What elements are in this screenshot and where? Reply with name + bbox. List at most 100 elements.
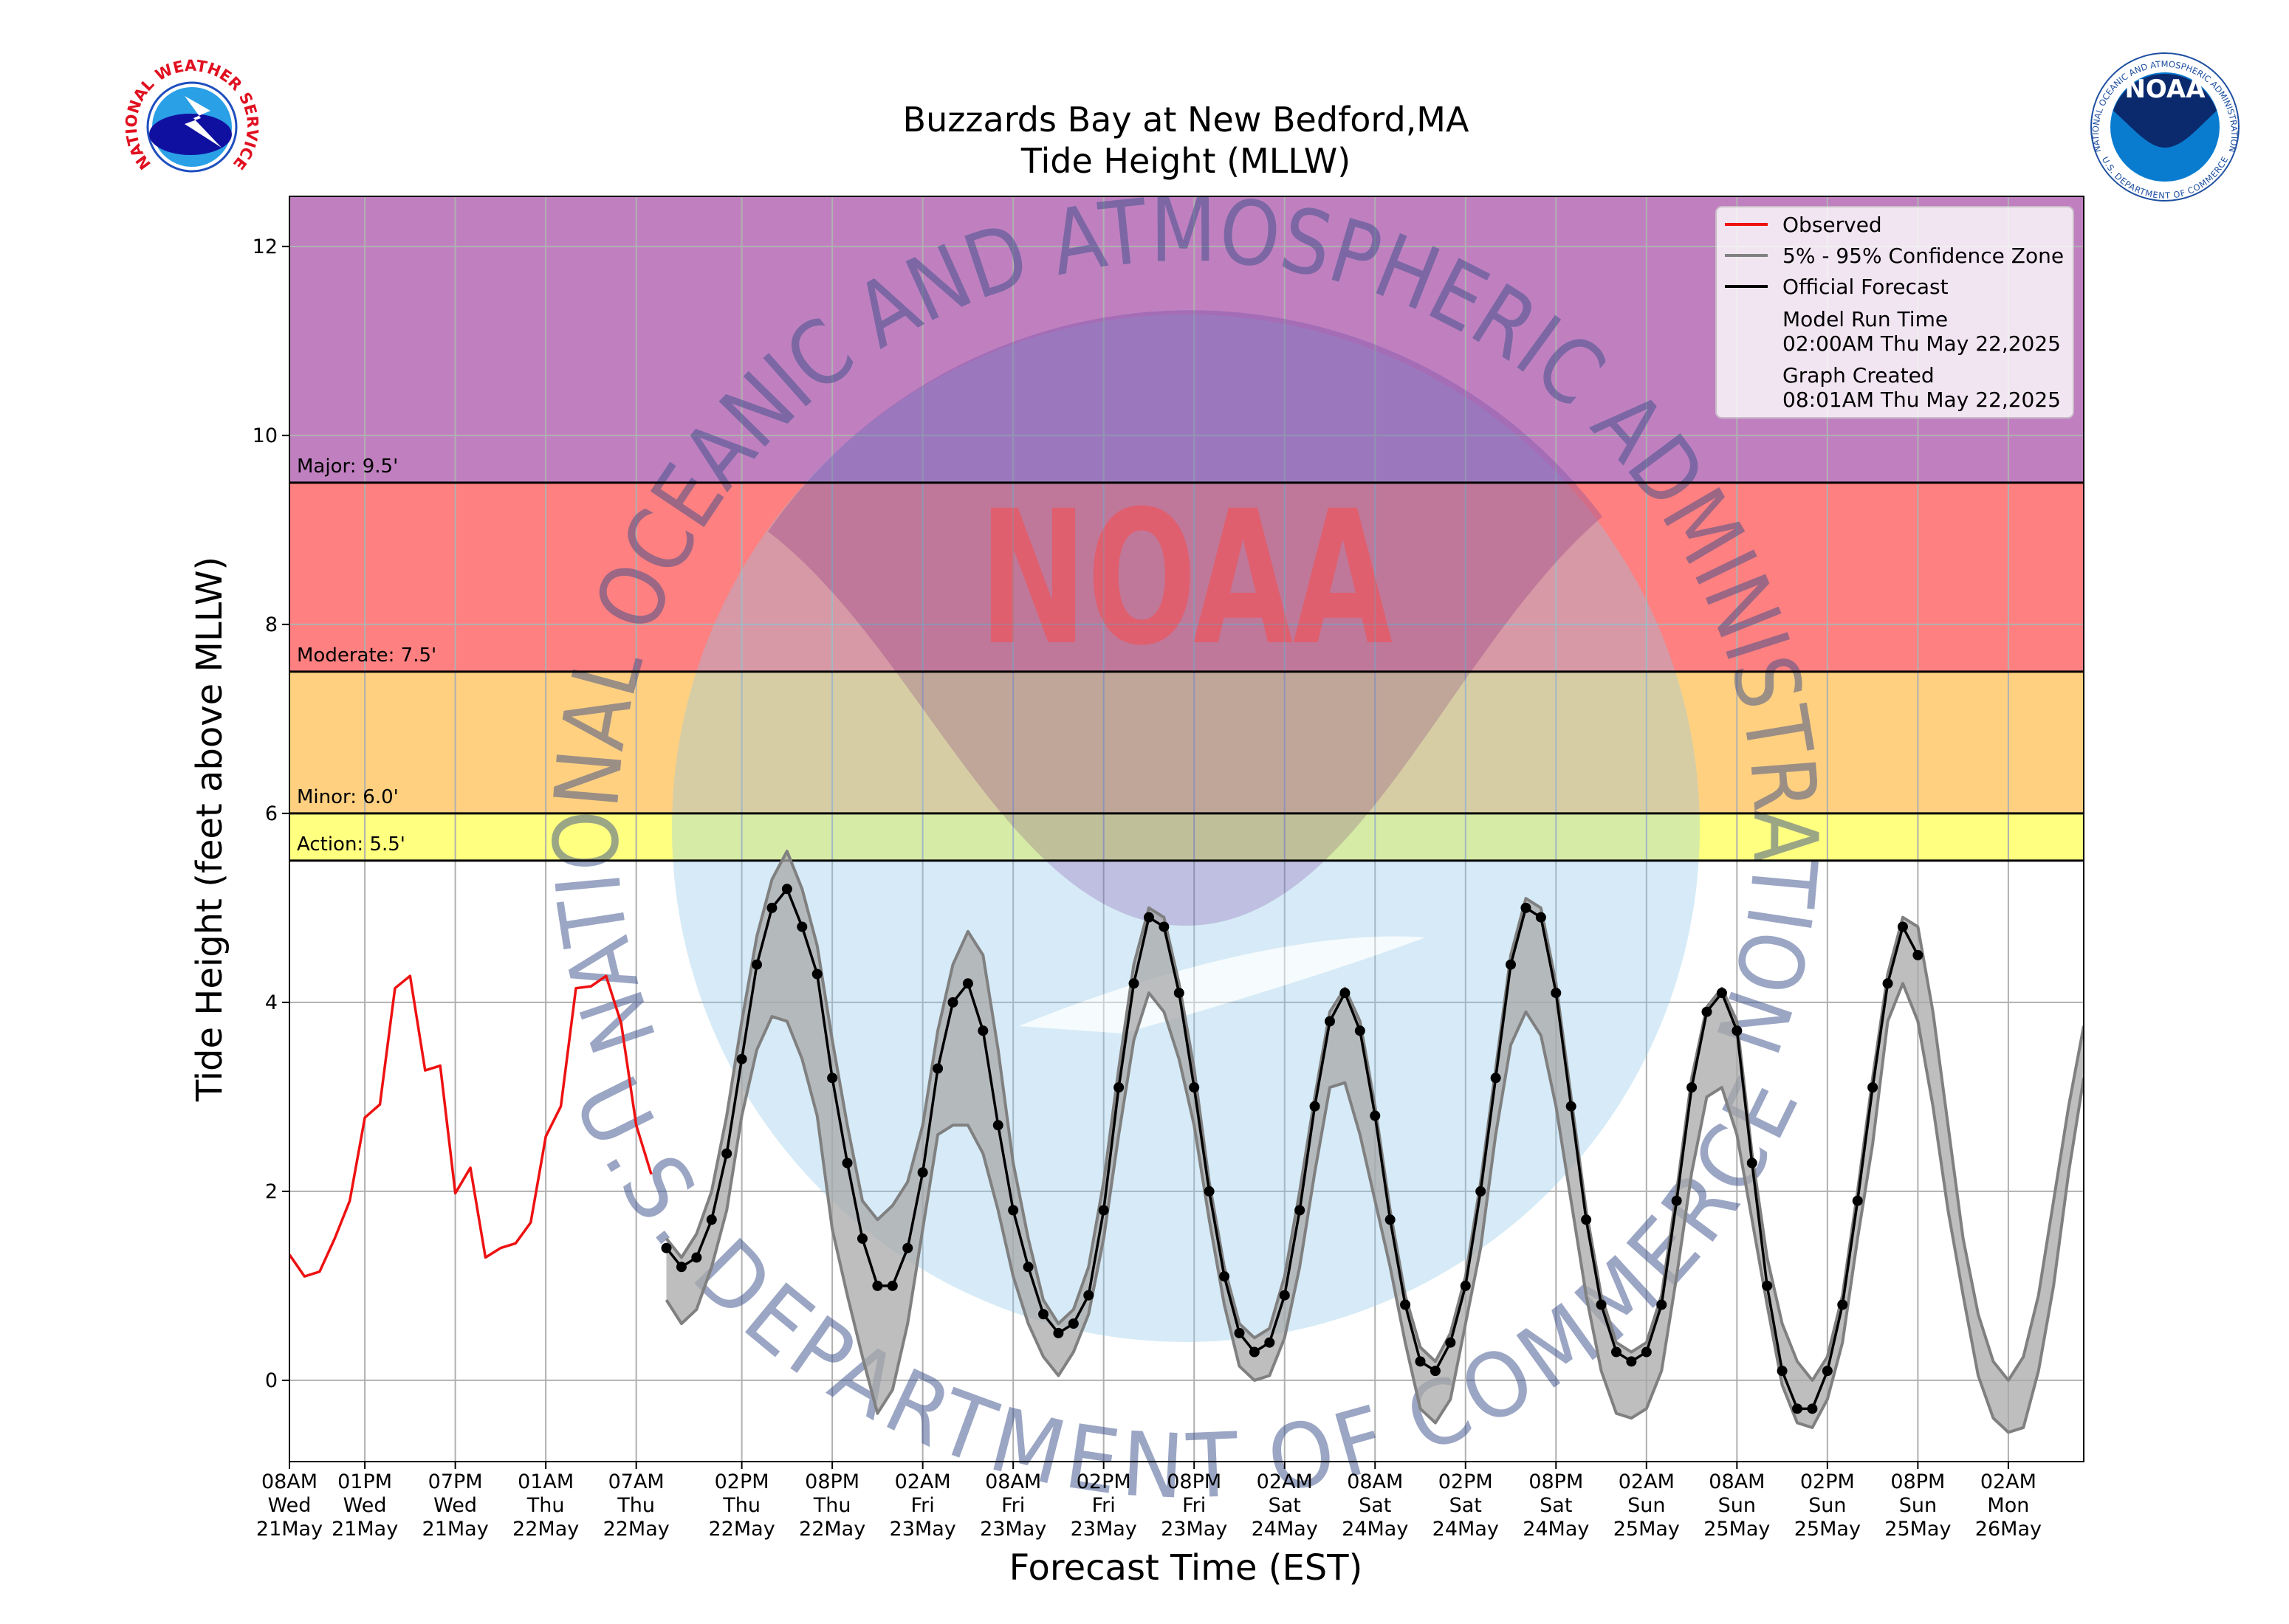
forecast-point [1279, 1290, 1290, 1301]
forecast-point [661, 1242, 672, 1253]
forecast-point [947, 997, 958, 1008]
confidence-zone [666, 851, 2084, 1433]
forecast-point [1384, 1214, 1396, 1225]
x-tick-label: 22May [799, 1518, 865, 1541]
forecast-point [781, 884, 792, 895]
x-tick-label: 23May [1161, 1518, 1227, 1541]
forecast-point [1671, 1195, 1682, 1206]
noaa-logo: NOAA NATIONAL OCEANIC AND ATMOSPHERIC AD… [2090, 52, 2240, 202]
x-tick-label: Thu [813, 1494, 851, 1517]
x-tick-label: 24May [1523, 1518, 1589, 1541]
x-tick-label: 25May [1613, 1518, 1680, 1541]
forecast-point [917, 1167, 928, 1178]
x-tick-label: Sat [1449, 1494, 1482, 1517]
forecast-point [1610, 1346, 1621, 1358]
x-tick-label: 07AM [608, 1470, 665, 1493]
forecast-point [1053, 1327, 1064, 1338]
x-tick-label: 26May [1975, 1518, 2042, 1541]
threshold-label: Action: 5.5' [297, 833, 405, 856]
forecast-point [1882, 978, 1893, 989]
x-tick-label: 21May [256, 1518, 323, 1541]
forecast-point [736, 1053, 747, 1064]
forecast-point [1626, 1356, 1637, 1367]
forecast-point [1249, 1346, 1260, 1358]
forecast-point [887, 1280, 898, 1291]
x-tick-label: Sat [1269, 1494, 1301, 1517]
x-tick-label: 08AM [985, 1470, 1041, 1493]
y-tick-label: 2 [265, 1180, 278, 1203]
forecast-point [1354, 1025, 1365, 1036]
plot-frame [289, 196, 2084, 1462]
forecast-point [1912, 949, 1923, 960]
x-tick-label: 08PM [1167, 1470, 1221, 1493]
forecast-point [1656, 1299, 1667, 1310]
x-tick-label: 08AM [1709, 1470, 1765, 1493]
x-tick-label: 22May [512, 1518, 579, 1541]
y-tick-label: 0 [265, 1369, 278, 1392]
watermark-center: NOAA [979, 471, 1393, 686]
forecast-point [1339, 988, 1351, 999]
forecast-point [691, 1252, 702, 1263]
forecast-point [1083, 1290, 1094, 1301]
forecast-point [933, 1063, 944, 1074]
x-tick-label: Fri [1001, 1494, 1025, 1517]
forecast-point [1746, 1157, 1757, 1169]
x-tick-label: 23May [1071, 1518, 1137, 1541]
forecast-point [1837, 1299, 1848, 1310]
forecast-point [1400, 1299, 1411, 1310]
forecast-point [1807, 1403, 1818, 1414]
forecast-point [1641, 1346, 1652, 1358]
forecast-point [1475, 1186, 1486, 1197]
forecast-point [752, 959, 763, 970]
x-tick-label: 08PM [805, 1470, 859, 1493]
forecast-point [1852, 1195, 1863, 1206]
x-tick-label: 24May [1342, 1518, 1408, 1541]
x-tick-label: 08AM [1347, 1470, 1403, 1493]
forecast-point [1535, 912, 1546, 923]
forecast-point [827, 1073, 838, 1084]
x-tick-label: 22May [603, 1518, 670, 1541]
forecast-point [842, 1157, 853, 1169]
forecast-point [1309, 1101, 1320, 1112]
forecast-point [857, 1233, 868, 1244]
legend-box [1715, 206, 2074, 419]
y-axis-label: Tide Height (feet above MLLW) [189, 557, 230, 1102]
forecast-point [1520, 902, 1531, 913]
forecast-point [1038, 1309, 1049, 1320]
x-tick-label: 02AM [1257, 1470, 1313, 1493]
noaa-logo-center: NOAA [2124, 75, 2206, 104]
forecast-point [811, 968, 823, 980]
nws-logo-cloud [149, 114, 232, 155]
x-tick-label: 24May [1252, 1518, 1318, 1541]
threshold-label: Major: 9.5' [297, 455, 398, 478]
forecast-point [1777, 1366, 1788, 1377]
threshold-label: Moderate: 7.5' [297, 644, 436, 667]
y-tick-label: 12 [253, 235, 278, 258]
forecast-point [1732, 1025, 1743, 1036]
series-line [289, 974, 653, 1278]
plot-data [289, 481, 2084, 1434]
forecast-point [1219, 1271, 1230, 1282]
x-tick-label: Wed [433, 1494, 477, 1517]
forecast-point [676, 1262, 687, 1273]
x-tick-label: 02PM [1800, 1470, 1855, 1493]
x-tick-label: 02PM [715, 1470, 769, 1493]
forecast-point [992, 1120, 1003, 1131]
forecast-point [1113, 1082, 1125, 1093]
x-tick-label: Fri [911, 1494, 935, 1517]
legend-note: 02:00AM Thu May 22,2025 [1782, 331, 2061, 356]
threshold-band [289, 813, 2084, 861]
chart-subtitle: Tide Height (MLLW) [1020, 141, 1351, 181]
threshold-label: Minor: 6.0' [297, 786, 399, 808]
x-tick-label: Thu [526, 1494, 565, 1517]
forecast-point [1867, 1082, 1878, 1093]
y-tick-label: 6 [265, 802, 278, 825]
watermark-bird [768, 310, 1602, 926]
x-tick-label: 21May [422, 1518, 489, 1541]
x-tick-label: Sun [1808, 1494, 1846, 1517]
x-tick-label: Sun [1899, 1494, 1937, 1517]
x-tick-label: 08PM [1890, 1470, 1945, 1493]
x-tick-label: Wed [268, 1494, 312, 1517]
x-tick-label: 02AM [1980, 1470, 2036, 1493]
axes: 02468101208AMWed21May01PMWed21May07PMWed… [253, 235, 2042, 1541]
